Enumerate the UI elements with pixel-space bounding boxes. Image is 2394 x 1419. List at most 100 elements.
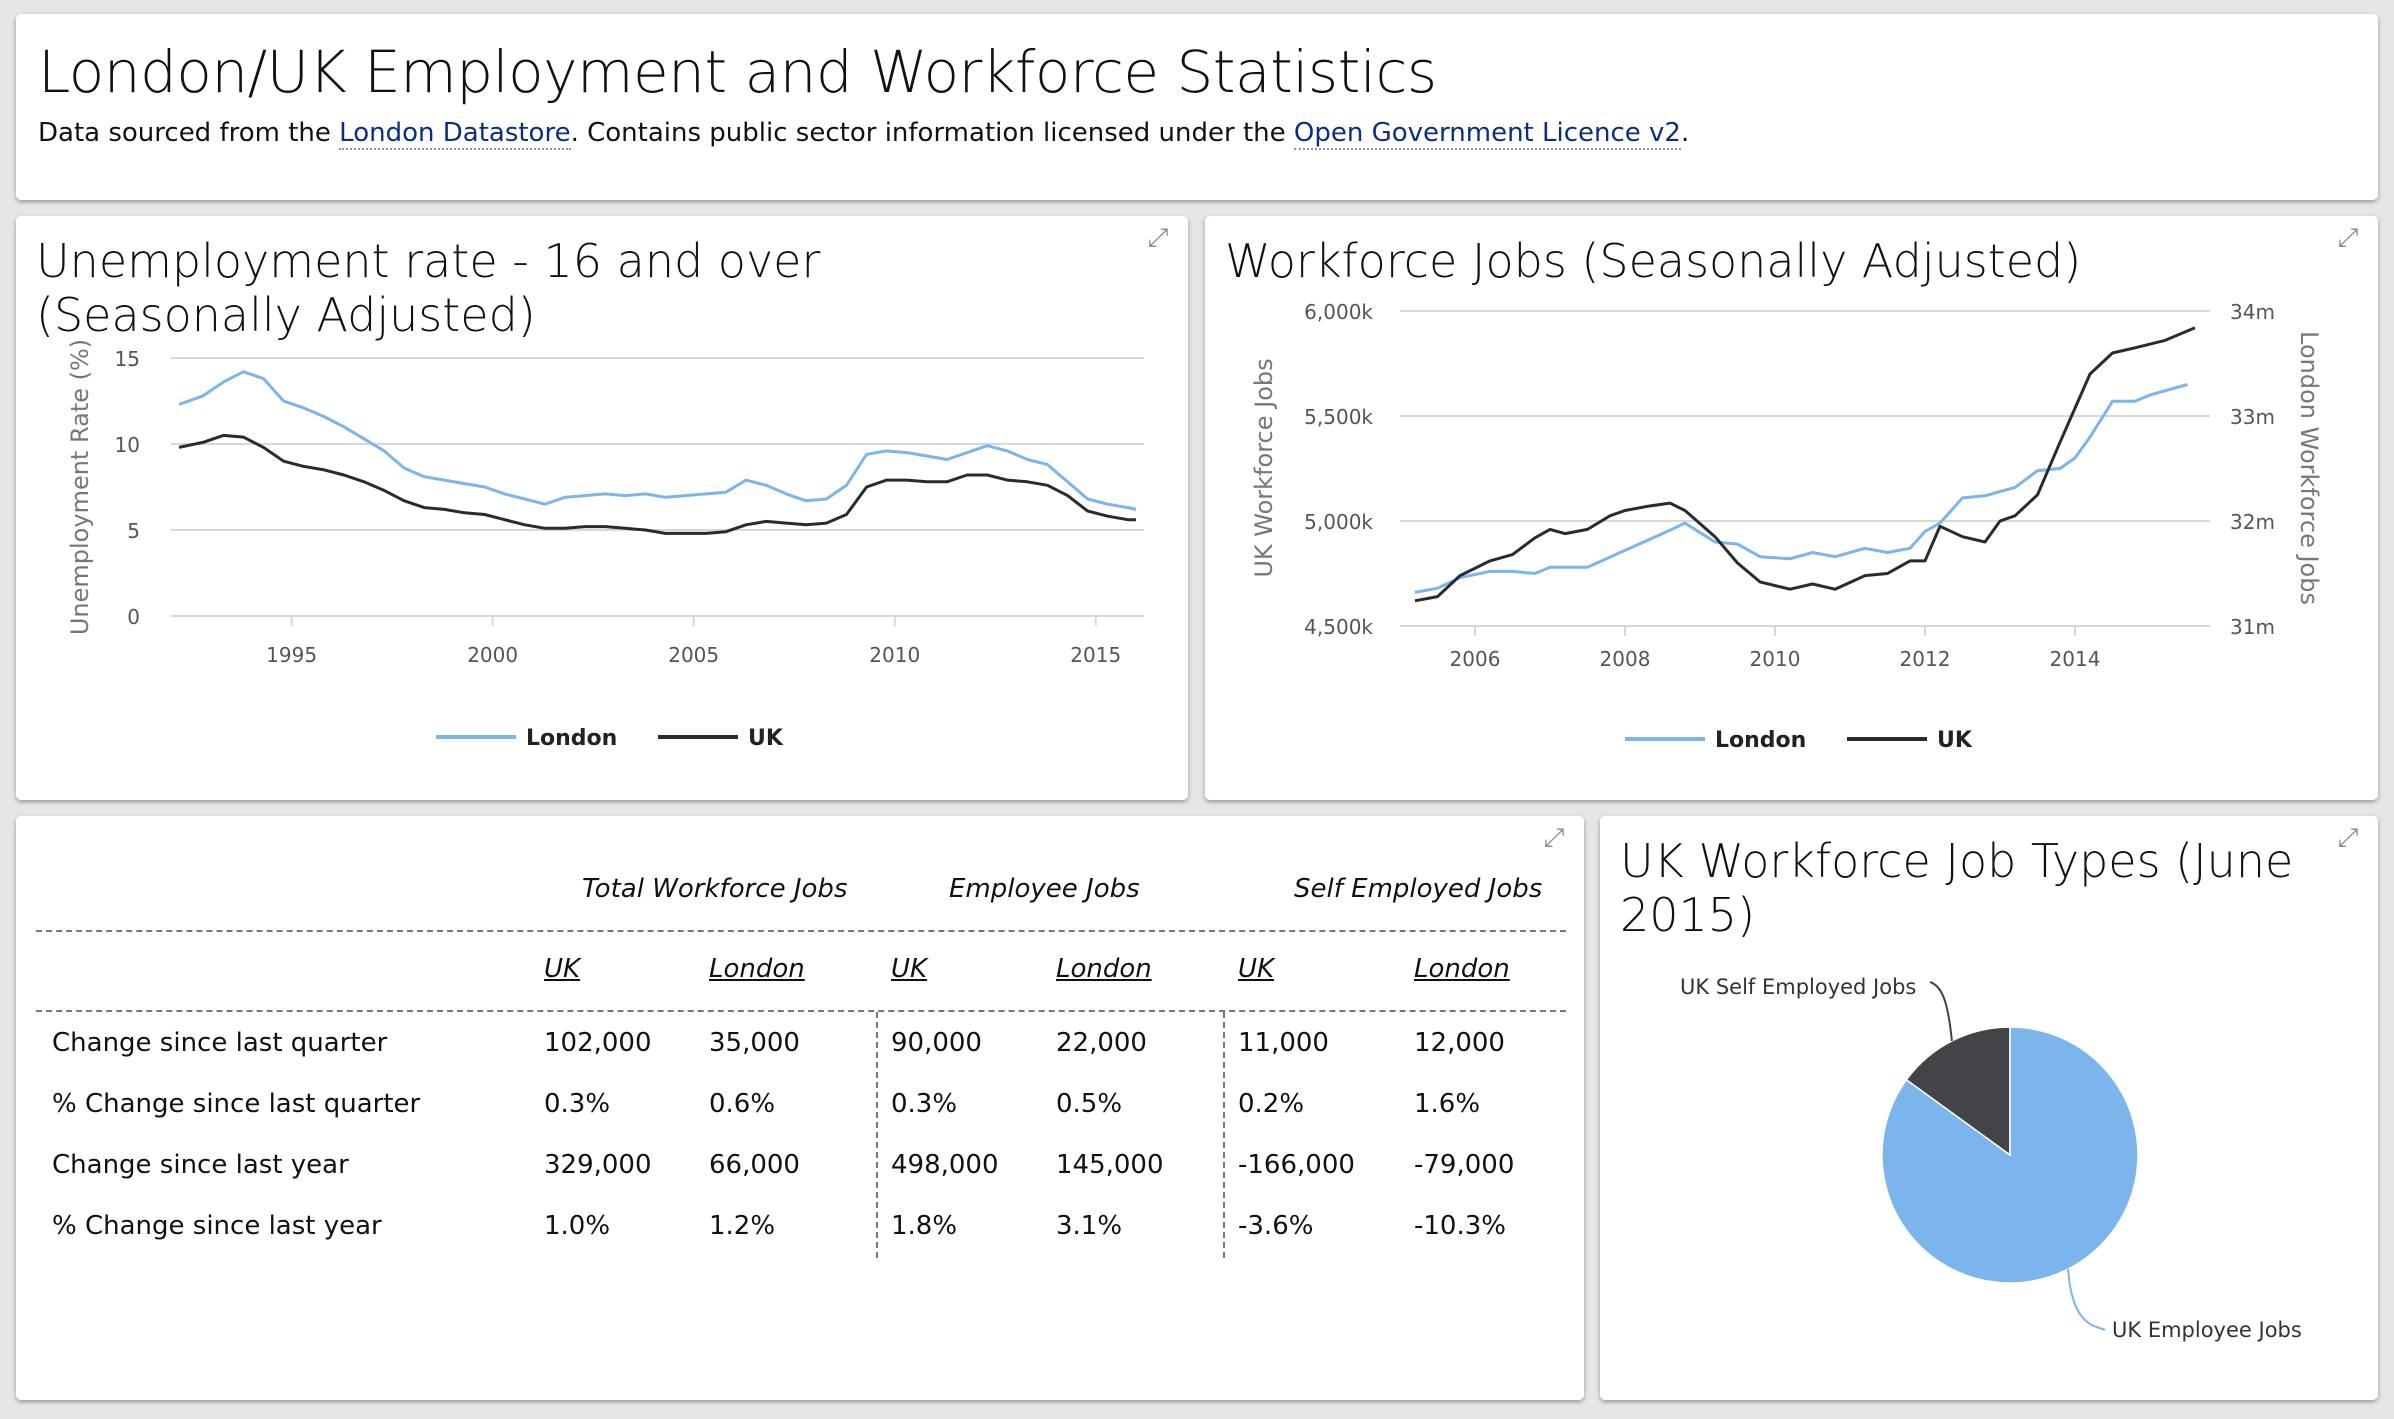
unemployment-chart: 0 5 10 15 1995 2000 2005 2010 2015 Unemployment R… [66,339,1144,751]
x-tick-label: 2006 [1450,647,1501,671]
subheader-london: London [709,954,805,984]
table-divider [36,1010,1566,1012]
group-header-employee: Employee Jobs [949,874,1140,904]
x-tick-label: 2012 [1900,647,1951,671]
table-cell: 0.5% [1056,1089,1123,1119]
x-tick-label: 2015 [1070,643,1121,667]
change-table-panel: ⤢ Total Workforce Jobs Employee Jobs Sel… [16,816,1584,1400]
y-tick-label: 5,500k [1304,405,1373,429]
pie-slice [1905,1026,2011,1157]
y-axis-title: Unemployment Rate (%) [66,339,94,635]
y-tick-label: 4,500k [1304,615,1373,639]
series-line-uk [178,433,1136,535]
label-connector [1929,981,1953,1042]
pie-label: UK Employee Jobs [2112,1318,2302,1342]
table-cell: 90,000 [891,1028,982,1058]
series-line-uk [1414,326,2196,603]
subtitle-text-1: Data sourced from the [38,118,340,148]
job-types-pie-chart: UK Self Employed Jobs UK Employee Jobs [1680,975,2302,1342]
subheader-london: London [1056,954,1152,984]
subheader-london: London [1414,954,1510,984]
table-cell: 12,000 [1414,1028,1505,1058]
y-tick-label: 5 [127,519,140,543]
y2-tick-label: 32m [2230,510,2275,534]
subheader-uk: UK [1238,954,1275,984]
table-cell: 1.0% [544,1211,611,1241]
table-cell: -79,000 [1414,1150,1515,1180]
table-cell: 498,000 [891,1150,999,1180]
legend-item: UK [1937,728,1973,753]
y-axis-title: UK Workforce Jobs [1250,358,1278,577]
expand-icon[interactable]: ⤢ [1147,223,1169,253]
y2-axis-title: London Workforce Jobs [2295,331,2323,605]
unemployment-panel: Unemployment rate - 16 and over (Seasona… [16,216,1188,800]
legend-item: London [526,726,617,751]
column-divider [1223,1012,1225,1258]
expand-icon[interactable]: ⤢ [2337,823,2359,853]
table-cell: 22,000 [1056,1028,1147,1058]
table-cell: 0.6% [709,1089,776,1119]
y-tick-label: 6,000k [1304,300,1373,324]
pie-label: UK Self Employed Jobs [1680,975,1916,999]
x-tick-label: 2014 [2050,647,2101,671]
table-cell: 1.6% [1414,1089,1481,1119]
table-cell: 0.3% [544,1089,611,1119]
subheader-uk: UK [544,954,581,984]
series-line-london [1414,383,2188,594]
y-tick-label: 5,000k [1304,510,1373,534]
row-label: Change since last year [52,1150,349,1180]
y-tick-label: 15 [115,347,140,371]
open-government-licence-link[interactable]: Open Government Licence v2 [1293,118,1681,150]
table-cell: 11,000 [1238,1028,1329,1058]
job-types-chart-title: UK Workforce Job Types (June 2015) [1620,834,2294,942]
workforce-jobs-chart-title: Workforce Jobs (Seasonally Adjusted) [1225,234,2082,288]
x-tick-label: 2010 [1750,647,1801,671]
table-cell: 35,000 [709,1028,800,1058]
column-divider [876,1012,878,1258]
series-line-london [178,370,1137,511]
table-cell: 102,000 [544,1028,652,1058]
unemployment-chart-title: Unemployment rate - 16 and over (Seasona… [36,234,821,342]
job-types-panel: UK Workforce Job Types (June 2015) ⤢ UK … [1600,816,2378,1400]
london-datastore-link[interactable]: London Datastore [339,118,571,150]
table-cell: 1.2% [709,1211,776,1241]
table-cell: 0.3% [891,1089,958,1119]
group-header-total: Total Workforce Jobs [582,874,848,904]
y2-tick-label: 33m [2230,405,2275,429]
row-label: Change since last quarter [52,1028,388,1058]
table-cell: 145,000 [1056,1150,1164,1180]
row-label: % Change since last year [52,1211,382,1241]
x-tick-label: 1995 [266,643,317,667]
table-cell: 329,000 [544,1150,652,1180]
table-cell: 0.2% [1238,1089,1305,1119]
y-tick-label: 10 [115,433,140,457]
x-tick-label: 2005 [668,643,719,667]
workforce-jobs-chart: 4,500k 5,000k 5,500k 6,000k 31m 32m 33m 34m 2006… [1250,300,2323,753]
subtitle-text-3: . [1680,118,1690,148]
table-cell: -166,000 [1238,1150,1355,1180]
table-divider [36,930,1566,932]
table-cell: 3.1% [1056,1211,1123,1241]
table-cell: 66,000 [709,1150,800,1180]
y2-tick-label: 34m [2230,300,2275,324]
label-connector [2067,1268,2106,1331]
page-subtitle: Data sourced from the London Datastore. … [38,118,1690,150]
pie-slice [1881,1026,2139,1284]
expand-icon[interactable]: ⤢ [2337,223,2359,253]
header-panel: London/UK Employment and Workforce Stati… [16,14,2378,200]
subtitle-text-2: . Contains public sector information lic… [570,118,1294,148]
legend-item: London [1715,728,1806,753]
group-header-self-employed: Self Employed Jobs [1294,874,1543,904]
expand-icon[interactable]: ⤢ [1543,823,1565,853]
page-title: London/UK Employment and Workforce Stati… [38,38,1437,106]
table-cell: -10.3% [1414,1211,1506,1241]
x-tick-label: 2000 [467,643,518,667]
y2-tick-label: 31m [2230,615,2275,639]
workforce-jobs-panel: Workforce Jobs (Seasonally Adjusted) ⤢ 4… [1205,216,2378,800]
subheader-uk: UK [891,954,928,984]
y-tick-label: 0 [127,605,140,629]
row-label: % Change since last quarter [52,1089,421,1119]
table-cell: 1.8% [891,1211,958,1241]
x-tick-label: 2008 [1600,647,1651,671]
x-tick-label: 2010 [869,643,920,667]
